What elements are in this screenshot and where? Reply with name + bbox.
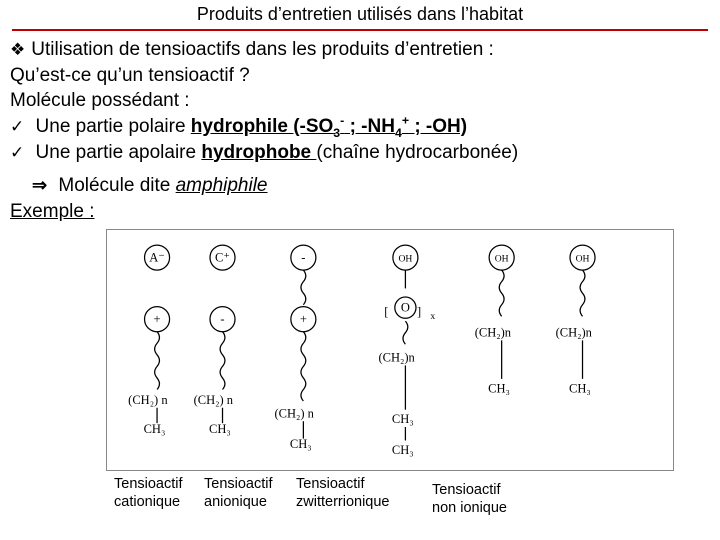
amphiphile-line: Molécule dite amphiphile xyxy=(32,173,710,199)
heading: Utilisation de tensioactifs dans les pro… xyxy=(10,37,710,63)
svg-text:CH₃: CH₃ xyxy=(392,412,414,426)
svg-text:(CH₂)n: (CH₂)n xyxy=(556,325,593,339)
molecule-diagram: A⁻ + (CH₂) n CH₃ C⁺ - (CH₂) n CH₃ - + (CH₂) n CH₃ OH… xyxy=(106,229,674,471)
svg-text:OH: OH xyxy=(398,253,412,264)
caption-row: Tensioactif cationique Tensioactif anion… xyxy=(106,475,674,515)
title-underline xyxy=(12,29,708,31)
amph-prefix: Molécule dite xyxy=(58,175,175,196)
caption-cationique: Tensioactif cationique xyxy=(114,475,183,511)
svg-text:CH₃: CH₃ xyxy=(209,422,231,436)
example-label: Exemple : xyxy=(10,201,710,223)
svg-text:OH: OH xyxy=(495,253,509,264)
p1-prefix: Une partie polaire xyxy=(36,116,191,137)
p2-prefix: Une partie apolaire xyxy=(36,142,202,163)
svg-text:-: - xyxy=(301,250,305,264)
svg-text:CH₃: CH₃ xyxy=(569,381,591,395)
svg-text:(CH₂) n: (CH₂) n xyxy=(128,393,168,407)
caption-zwitterrionique: Tensioactif zwitterrionique xyxy=(296,475,390,511)
svg-text:(CH₂) n: (CH₂) n xyxy=(194,393,234,407)
question-1: Qu’est-ce qu’un tensioactif ? xyxy=(10,63,710,89)
svg-text:CH₃: CH₃ xyxy=(488,381,510,395)
svg-text:CH₃: CH₃ xyxy=(290,437,312,451)
amph-italic: amphiphile xyxy=(176,175,268,196)
svg-text:(CH₂) n: (CH₂) n xyxy=(274,406,314,420)
question-2: Molécule possédant : xyxy=(10,88,710,114)
svg-text:O: O xyxy=(401,300,410,314)
svg-text:(CH₂)n: (CH₂)n xyxy=(378,350,415,364)
svg-text:(CH₂)n: (CH₂)n xyxy=(475,325,512,339)
caption-anionique: Tensioactif anionique xyxy=(204,475,273,511)
page-title: Produits d’entretien utilisés dans l’hab… xyxy=(10,4,710,27)
svg-text:[: [ xyxy=(384,304,388,318)
p2-bold: hydrophobe xyxy=(201,142,316,163)
point-hydrophile: Une partie polaire hydrophile (-SO3- ; -… xyxy=(10,114,710,140)
svg-text:A⁻: A⁻ xyxy=(149,250,165,264)
svg-text:x: x xyxy=(430,311,435,322)
caption-nonionique: Tensioactif non ionique xyxy=(432,481,507,517)
point-hydrophobe: Une partie apolaire hydrophobe (chaîne h… xyxy=(10,140,710,166)
p2-tail: (chaîne hydrocarbonée) xyxy=(316,142,518,163)
svg-text:OH: OH xyxy=(576,253,590,264)
svg-text:-: - xyxy=(220,312,224,326)
svg-text:CH₃: CH₃ xyxy=(392,443,414,457)
svg-text:C⁺: C⁺ xyxy=(215,250,230,264)
svg-text:+: + xyxy=(300,312,307,326)
svg-text:+: + xyxy=(154,312,161,326)
p1-bold: hydrophile (-SO3- ; -NH4+ ; -OH) xyxy=(191,116,467,137)
svg-text:]: ] xyxy=(417,304,421,318)
svg-text:CH₃: CH₃ xyxy=(144,422,166,436)
